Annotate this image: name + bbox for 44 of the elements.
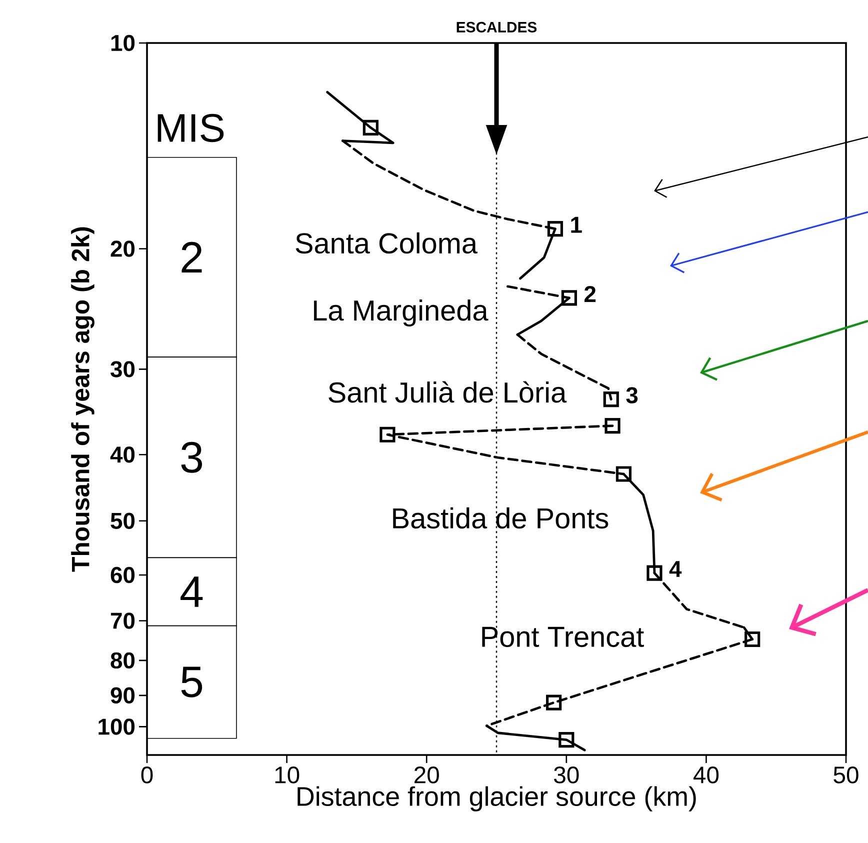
annotation: MIS [158, 114, 224, 142]
y-tick-label: 60 [110, 566, 135, 584]
band-label: 4 [180, 576, 203, 607]
y-tick-label: 90 [110, 687, 135, 704]
annotation: 2 [584, 286, 596, 302]
y-tick-label: 80 [110, 652, 135, 669]
band-label: 2 [182, 242, 202, 273]
y-tick-label: 50 [110, 512, 135, 529]
y-tick-label: 40 [110, 446, 135, 463]
point [604, 418, 620, 434]
annotation: Sant Julià de Lòria [328, 381, 567, 403]
y-tick-label: 30 [110, 361, 135, 378]
x-tick-label: 50 [834, 766, 858, 784]
point [744, 631, 760, 648]
x-tick-label: 0 [141, 766, 153, 784]
point [616, 466, 632, 482]
annotation: 3 [626, 387, 638, 404]
y-tick-label: 100 [98, 718, 135, 735]
annotation: Bastida de Ponts [393, 507, 608, 529]
x-axis-title: Distance from glacier source (km) [298, 786, 696, 812]
point [646, 565, 662, 581]
x-tick-label: 40 [693, 766, 719, 784]
annotation: La Margineda [314, 300, 488, 326]
annotation: 4 [669, 561, 682, 577]
point [546, 694, 562, 710]
point [362, 120, 378, 136]
annotation: Santa Coloma [296, 232, 478, 254]
y-tick-label: 20 [110, 240, 135, 257]
x-tick-label: 10 [275, 766, 300, 784]
annotation: 1 [571, 216, 582, 233]
x-tick-label: 30 [554, 766, 579, 784]
annotation: Pont Trencat [482, 626, 644, 648]
point [380, 426, 396, 442]
band-label: 5 [181, 666, 202, 698]
x-tick-label: 20 [414, 766, 439, 784]
point [558, 732, 574, 748]
y-tick-label: 70 [110, 612, 135, 629]
y-tick-label: 10 [111, 34, 135, 52]
point [561, 290, 577, 306]
y-axis-title: Thousand of years ago (b 2k) [71, 227, 94, 572]
ref-line-label: ESCALDES [456, 22, 537, 32]
point [603, 391, 619, 408]
point [547, 221, 564, 237]
band-label: 3 [181, 442, 202, 473]
